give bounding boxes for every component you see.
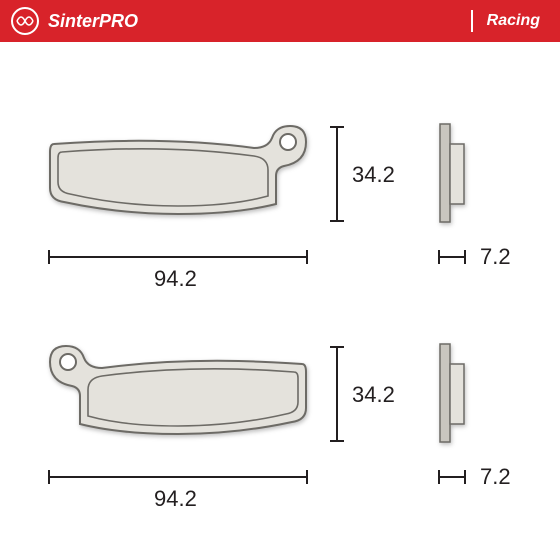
brand-name: SinterPRO	[48, 11, 138, 32]
dim-line	[48, 256, 308, 258]
dim-tick	[306, 470, 308, 484]
pad2-height-label: 34.2	[352, 382, 395, 408]
brake-pad-top	[44, 122, 312, 242]
brake-pad-bottom	[44, 342, 312, 462]
diagram-area: 34.2 94.2 7.2 34.2 94.2 7.2	[0, 42, 560, 560]
dim-tick	[464, 250, 466, 264]
side-profile-bottom	[436, 342, 472, 444]
divider-icon	[471, 10, 473, 32]
header-right: Racing	[471, 10, 540, 32]
category-label: Racing	[487, 12, 540, 30]
dim-line	[48, 476, 308, 478]
header-left: SinterPRO	[10, 6, 138, 36]
dim-line	[438, 476, 466, 478]
dim-tick	[464, 470, 466, 484]
dim-line	[438, 256, 466, 258]
pad2-thickness-label: 7.2	[480, 464, 511, 490]
dim-line	[336, 126, 338, 222]
brand-logo-icon	[10, 6, 40, 36]
dim-tick	[330, 440, 344, 442]
side-profile-top	[436, 122, 472, 224]
pad1-width-label: 94.2	[154, 266, 197, 292]
dim-tick	[330, 220, 344, 222]
pad2-width-label: 94.2	[154, 486, 197, 512]
pad1-height-label: 34.2	[352, 162, 395, 188]
dim-line	[336, 346, 338, 442]
dim-tick	[306, 250, 308, 264]
header-bar: SinterPRO Racing	[0, 0, 560, 42]
pad1-thickness-label: 7.2	[480, 244, 511, 270]
